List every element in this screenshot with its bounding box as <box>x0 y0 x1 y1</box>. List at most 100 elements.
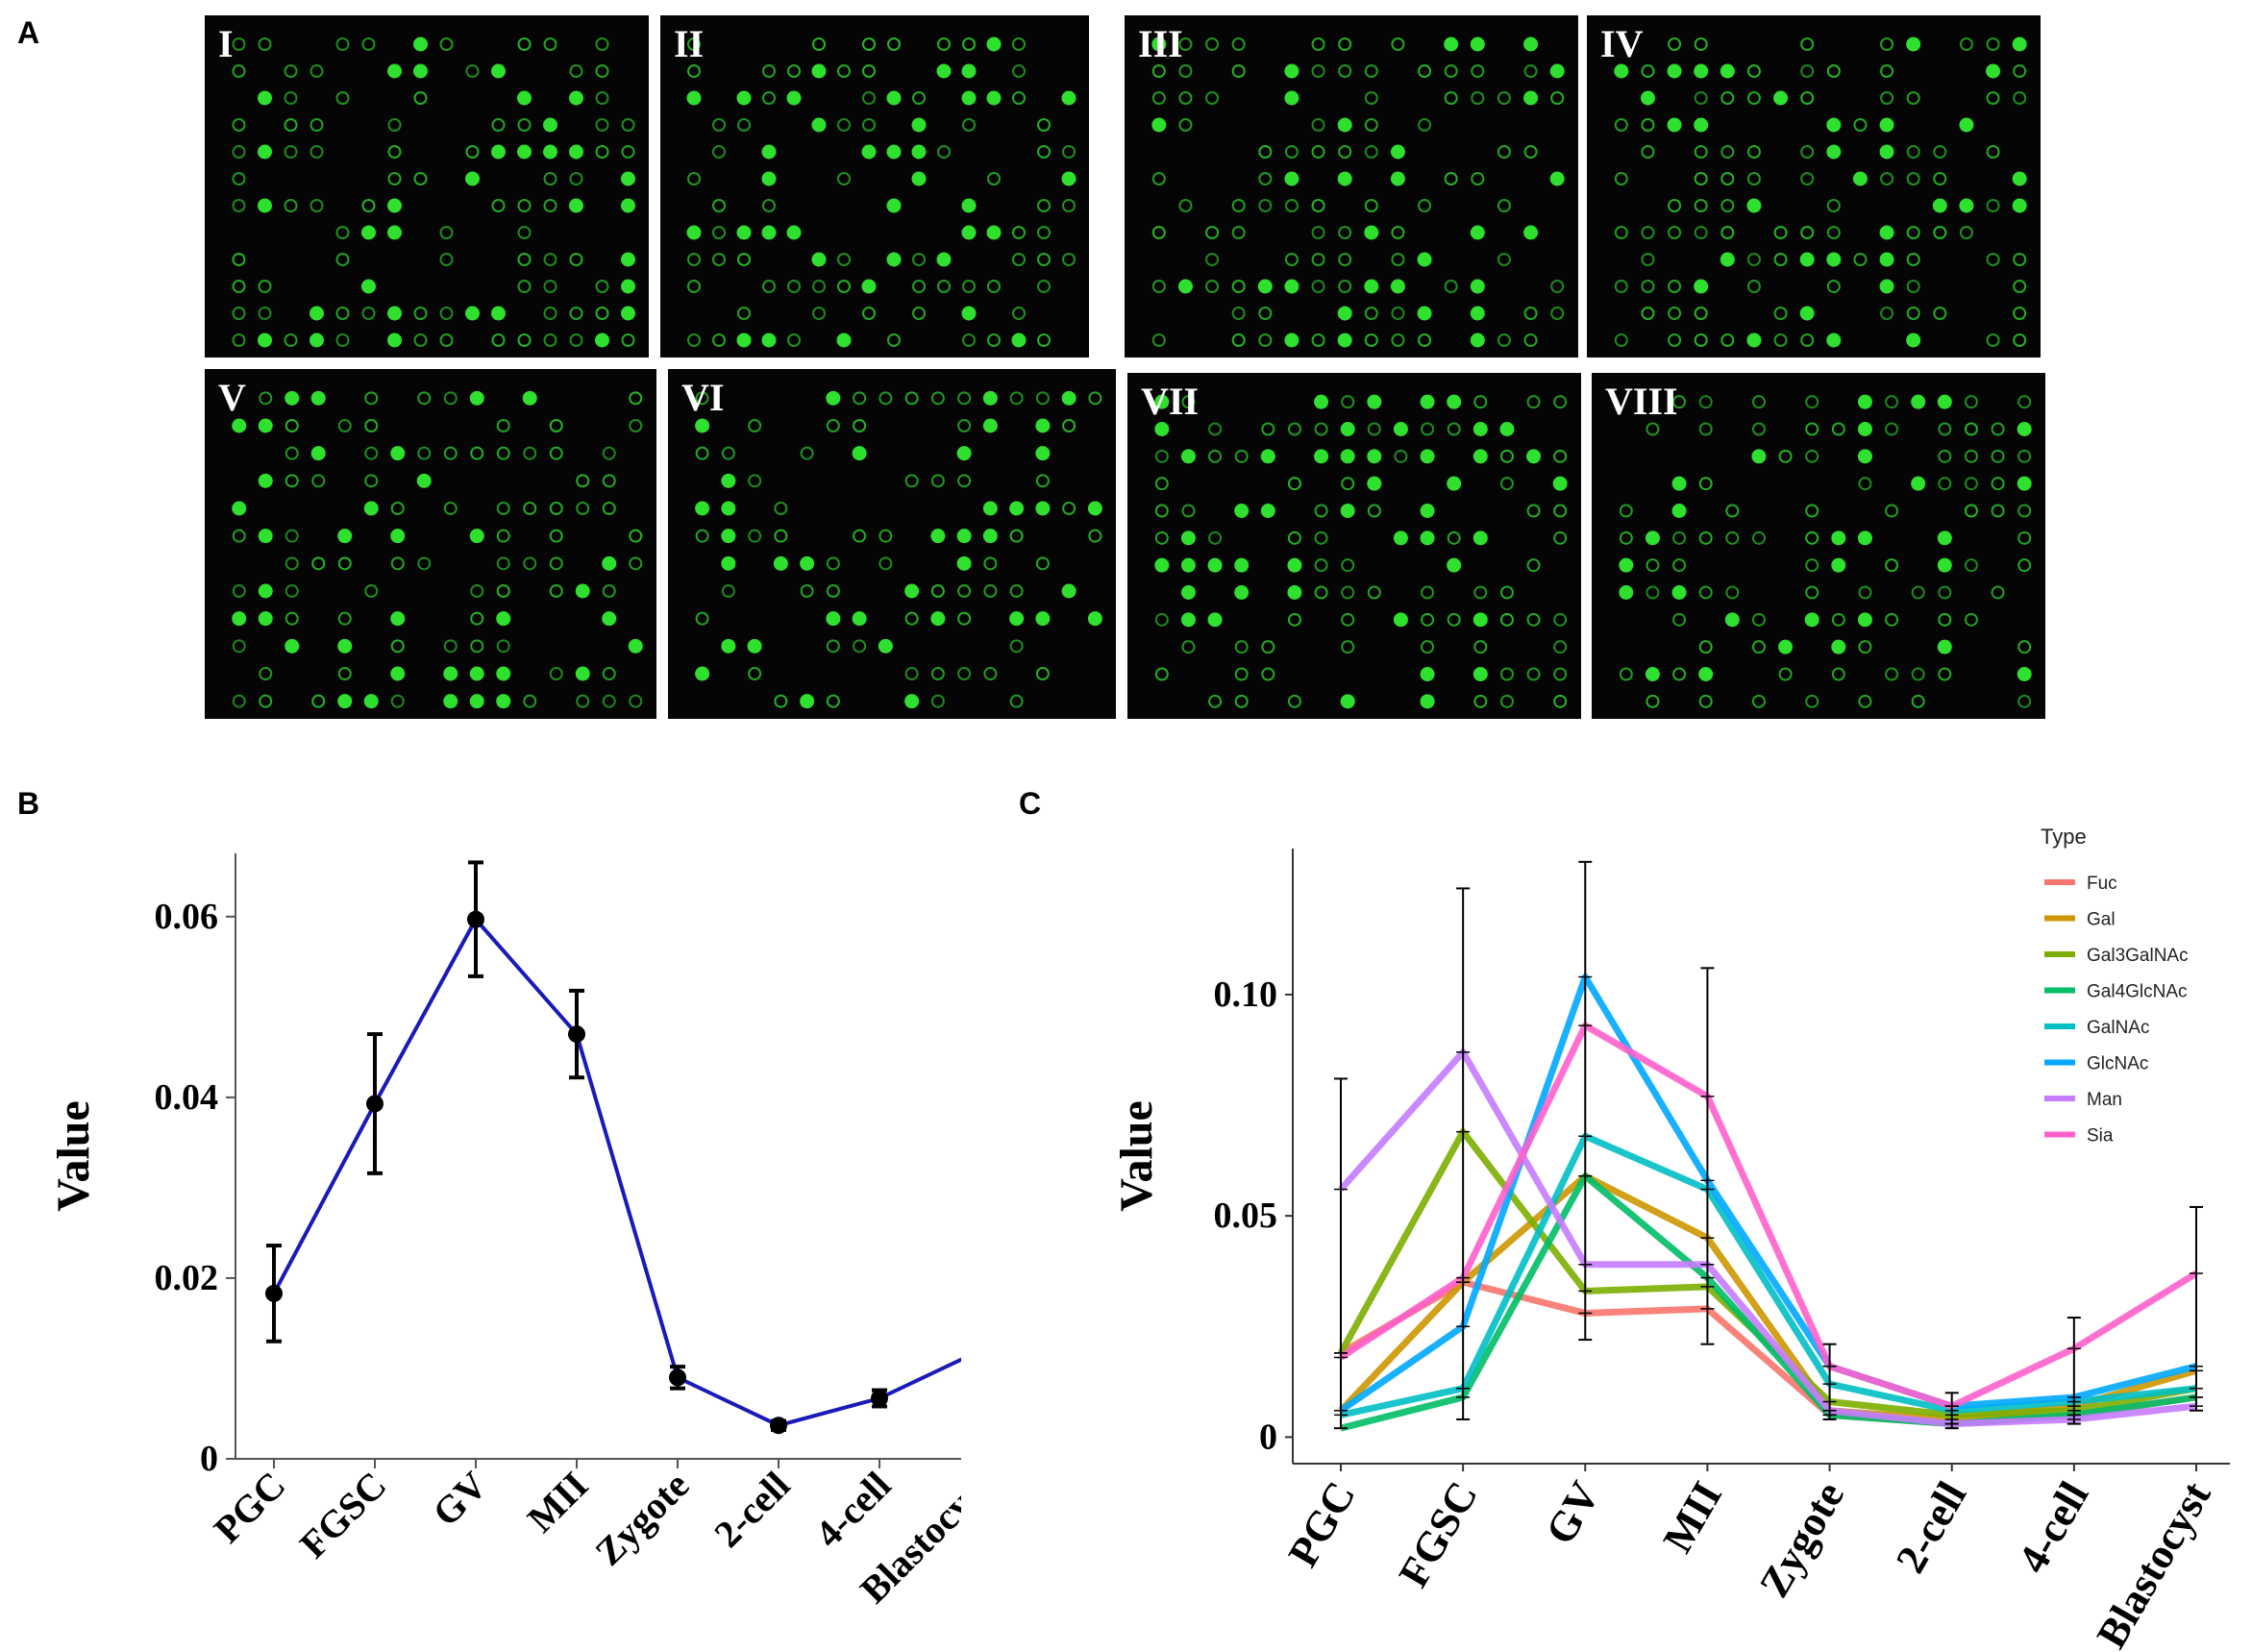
array-spot <box>496 584 510 598</box>
array-spot <box>1364 64 1378 78</box>
array-spot <box>826 419 840 432</box>
array-spot <box>523 502 537 515</box>
array-spot <box>1208 530 1223 545</box>
array-spot <box>1088 391 1102 406</box>
array-spot <box>852 446 867 461</box>
array-spot <box>737 118 751 132</box>
array-spot <box>443 639 458 653</box>
array-spot <box>1341 612 1355 627</box>
spot-grid <box>686 37 1077 348</box>
array-spot <box>1261 422 1275 436</box>
array-spot <box>1154 612 1169 627</box>
array-spot <box>1746 198 1762 213</box>
array-spot <box>417 391 432 406</box>
array-spot <box>1641 145 1655 159</box>
array-spot <box>695 666 710 681</box>
array-spot <box>761 144 777 160</box>
array-spot <box>987 333 1001 347</box>
array-spot <box>1261 667 1275 681</box>
array-spot <box>1668 307 1682 320</box>
array-spot <box>543 117 557 133</box>
array-spot <box>853 639 867 653</box>
array-spot <box>1746 91 1761 105</box>
array-spot <box>595 91 609 105</box>
array-spot <box>879 529 893 543</box>
array-spot <box>284 333 298 347</box>
spot-grid <box>1614 37 2027 348</box>
array-spot <box>1619 667 1633 681</box>
array-spot <box>930 694 945 708</box>
array-spot <box>748 419 762 432</box>
series-line-gal4glcnac <box>1340 1172 2197 1432</box>
array-spot <box>1338 64 1352 78</box>
array-spot <box>390 502 405 515</box>
array-spot <box>1938 477 1952 491</box>
array-spot <box>1857 449 1872 464</box>
array-spot <box>1906 91 1920 105</box>
array-spot <box>496 611 511 627</box>
array-spot <box>387 333 402 348</box>
legend-title: Type <box>2041 825 2087 849</box>
array-spot <box>1062 145 1076 159</box>
array-spot <box>1906 253 1920 266</box>
array-spot <box>517 253 532 266</box>
data-point <box>770 1417 787 1435</box>
array-spot <box>2012 171 2027 186</box>
array-spot <box>987 280 1001 293</box>
array-spot <box>363 501 379 516</box>
array-spot <box>937 145 951 159</box>
array-spot <box>309 118 324 132</box>
array-spot <box>1311 226 1325 239</box>
array-spot <box>736 333 752 348</box>
array-spot <box>413 172 428 185</box>
array-spot <box>1885 504 1899 518</box>
array-spot <box>1853 118 1868 132</box>
array-spot <box>1314 558 1328 573</box>
array-spot <box>1035 556 1050 571</box>
array-spot <box>595 37 609 51</box>
array-spot <box>1231 226 1246 239</box>
array-spot <box>1857 612 1872 628</box>
array-spot <box>595 333 609 348</box>
array-spot <box>1154 449 1169 463</box>
array-spot <box>904 391 919 406</box>
array-spot <box>335 307 350 320</box>
array-spot <box>1287 530 1301 545</box>
array-spot <box>465 171 480 186</box>
array-spot <box>721 584 735 598</box>
array-spot <box>982 501 998 516</box>
array-spot <box>1178 118 1193 132</box>
array-spot <box>1553 530 1568 545</box>
array-spot <box>1284 279 1299 294</box>
array-spot <box>912 307 926 320</box>
array-spot <box>1880 307 1894 320</box>
spot-grid <box>232 37 635 348</box>
array-spot <box>310 390 326 406</box>
array-spot <box>1447 612 1461 627</box>
array-spot <box>439 307 454 320</box>
x-tick-label: 4-cell <box>806 1464 899 1556</box>
array-spot <box>1314 422 1328 436</box>
array-spot <box>826 639 840 653</box>
array-spot <box>911 144 927 160</box>
array-spot <box>439 333 454 347</box>
array-spot <box>1986 63 2001 79</box>
array-spot <box>1258 307 1273 320</box>
array-spot <box>1885 422 1899 436</box>
array-spot <box>1421 612 1435 627</box>
array-spot <box>1287 694 1301 708</box>
array-spot <box>1341 640 1355 654</box>
array-spot <box>1858 477 1872 491</box>
array-spot <box>987 172 1001 185</box>
array-spot <box>1314 504 1328 518</box>
array-spot <box>1831 639 1846 654</box>
array-spot <box>549 584 563 598</box>
array-spot <box>904 474 919 488</box>
array-spot <box>1151 172 1166 185</box>
array-spot <box>862 118 876 132</box>
array-spot <box>496 446 510 460</box>
array-spot <box>1311 145 1325 159</box>
array-spot <box>337 556 352 571</box>
array-spot <box>686 90 702 106</box>
array-spot <box>1553 504 1568 518</box>
